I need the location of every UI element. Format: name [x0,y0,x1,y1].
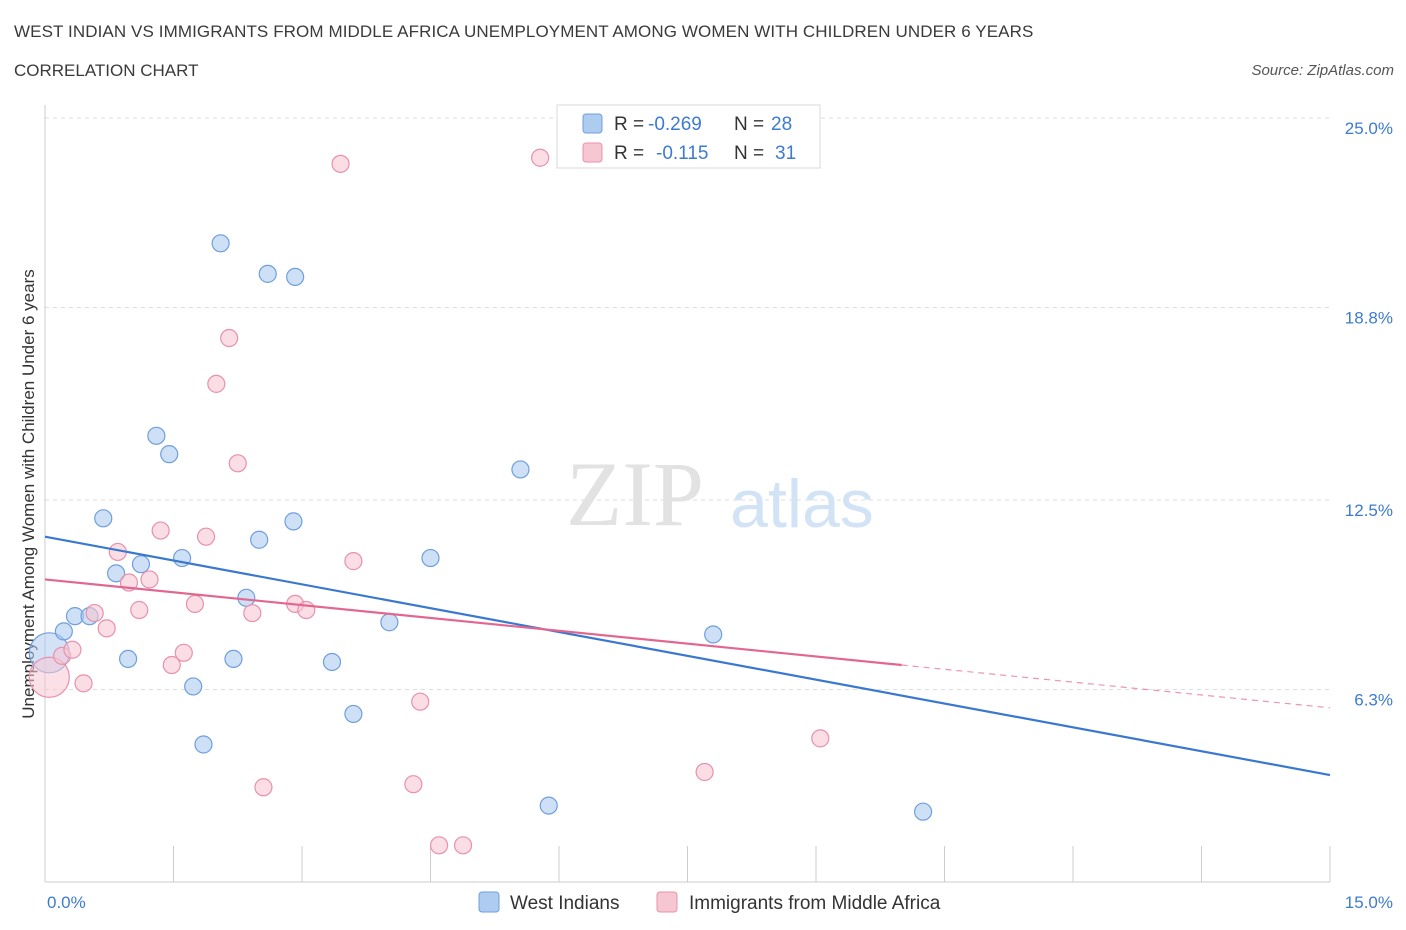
point-west-indians-26 [704,625,723,644]
x-tick-label-max: 15.0% [1345,893,1393,912]
legend-n-value-1: 28 [771,114,792,135]
y-tick-label-0: 6.3% [1354,690,1393,709]
point-middle-africa-24 [404,775,423,794]
point-middle-africa-17 [228,454,247,473]
point-west-indians-16 [250,530,269,549]
point-middle-africa-22 [331,154,350,173]
point-middle-africa-25 [411,692,430,711]
y-tick-label-1: 12.5% [1345,501,1393,520]
point-west-indians-20 [322,652,342,672]
point-middle-africa-15 [207,374,226,393]
point-west-indians-7 [131,555,151,574]
point-middle-africa-29 [695,762,714,782]
bottom-legend-label-middle-africa: Immigrants from Middle Africa [689,893,941,914]
legend-swatch-middle-africa [582,142,603,163]
point-west-indians-15 [237,588,256,607]
point-west-indians-4 [94,509,113,528]
point-middle-africa-4 [85,603,104,623]
point-west-indians-18 [284,512,303,531]
trend-line-extension-middle-africa [901,664,1331,709]
trend-lines [44,535,1331,777]
y-axis-label: Unemployment Among Women with Children U… [19,269,38,718]
point-west-indians-19 [286,267,305,287]
point-middle-africa-10 [151,521,170,540]
correlation-legend: R = -0.269 N = 28 R = -0.115 N = 31 [556,104,821,169]
bottom-legend-label-west-indians: West Indians [510,893,619,914]
point-west-indians-1 [54,622,73,641]
bottom-legend-swatch-middle-africa [656,891,678,913]
y-tick-label-3: 25.0% [1345,119,1393,138]
legend-n-value-2: 31 [775,143,796,164]
y-tick-label-2: 18.8% [1345,308,1393,327]
gridlines [45,117,1330,690]
point-middle-africa-16 [220,328,239,348]
point-middle-africa-19 [254,778,273,797]
point-middle-africa-27 [453,836,473,855]
point-middle-africa-26 [429,836,449,855]
legend-n-label-2: N = [734,143,764,164]
point-west-indians-9 [160,445,179,464]
point-middle-africa-14 [196,527,216,546]
legend-swatch-west-indians [582,113,603,134]
point-middle-africa-28 [531,148,550,167]
x-tick-labels: 0.0% 15.0% [47,893,1393,912]
legend-r-value-2: -0.115 [656,143,708,164]
point-middle-africa-30 [811,729,830,748]
x-tick-label-min: 0.0% [47,893,86,912]
trend-line-west-indians [44,535,1331,777]
point-middle-africa-2 [63,640,82,659]
trend-line-middle-africa [44,578,902,667]
chart-title: WEST INDIAN VS IMMIGRANTS FROM MIDDLE AF… [14,22,1034,41]
point-west-indians-27 [913,802,933,821]
source-label: Source: ZipAtlas.com [1251,62,1394,79]
point-west-indians-13 [211,234,230,253]
point-middle-africa-0 [28,656,70,698]
point-middle-africa-12 [174,643,193,662]
point-west-indians-17 [258,264,277,283]
legend-n-label-1: N = [734,114,764,135]
point-west-indians-5 [107,564,126,583]
point-middle-africa-11 [162,655,181,675]
legend-r-label-2: R = [614,143,644,164]
point-west-indians-11 [184,677,203,696]
point-west-indians-8 [147,426,166,445]
point-west-indians-14 [224,649,243,669]
series-middle-africa-points [28,148,830,855]
point-middle-africa-3 [74,674,93,693]
bottom-legend-swatch-west-indians [478,891,500,913]
point-west-indians-23 [421,548,440,568]
point-west-indians-22 [380,613,399,632]
watermark-zip: ZIP [566,443,704,545]
axes [44,105,1331,883]
chart-subtitle: CORRELATION CHART [14,61,199,80]
point-middle-africa-23 [344,552,363,571]
point-west-indians-12 [194,735,213,754]
legend-r-value-1: -0.269 [648,114,702,135]
point-west-indians-21 [344,704,363,724]
point-middle-africa-8 [130,600,149,620]
point-west-indians-24 [511,460,530,479]
point-middle-africa-13 [185,594,205,614]
point-middle-africa-5 [97,619,116,638]
series-legend: West Indians Immigrants from Middle Afri… [478,891,941,914]
point-west-indians-25 [539,796,558,815]
point-west-indians-6 [118,649,138,669]
watermark-atlas: atlas [730,466,874,542]
point-middle-africa-9 [140,570,159,589]
y-tick-labels: 6.3% 12.5% 18.8% 25.0% [1345,119,1393,709]
point-middle-africa-18 [243,603,262,623]
legend-r-label-1: R = [614,114,644,135]
